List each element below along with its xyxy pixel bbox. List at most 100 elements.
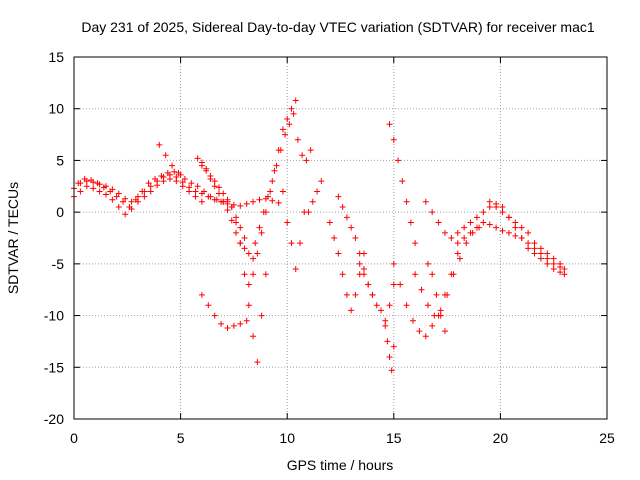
series-arc-12 [305,178,325,216]
data-point [386,353,393,360]
data-point [243,200,250,207]
data-point [480,209,487,216]
series-arc-6 [198,162,257,262]
series-arc-3 [75,168,184,210]
data-point [94,180,101,187]
data-point [96,188,103,195]
data-point [175,169,182,176]
data-point [397,281,404,288]
data-point [228,203,235,210]
data-point [158,172,165,179]
data-point [154,182,161,189]
data-point [241,271,248,278]
data-point [390,343,397,350]
data-point [198,291,205,298]
data-point [211,183,218,190]
data-point [365,281,372,288]
data-point [194,155,201,162]
data-point [275,199,282,206]
data-point [384,338,391,345]
data-point [156,141,163,148]
data-point [126,203,133,210]
y-axis-label: SDTVAR / TECUs [5,182,21,294]
data-point [171,168,178,175]
data-point [409,317,416,324]
x-tick-label: 10 [279,430,295,446]
y-tick-label: -5 [52,256,65,272]
data-point [215,184,222,191]
y-tick-labels: -20 -15 -10 -5 0 5 10 15 [44,49,64,427]
data-point [241,245,248,252]
y-tick-label: -15 [44,359,64,375]
data-point [139,188,146,195]
data-point [77,188,84,195]
data-point [282,131,289,138]
series-arc-22 [454,219,564,270]
data-point [102,191,109,198]
y-tick-label: 15 [48,49,64,65]
data-point [286,121,293,128]
x-axis-label: GPS time / hours [287,457,394,473]
data-point [277,147,284,154]
data-point [245,281,252,288]
chart-title: Day 231 of 2025, Sidereal Day-to-day VTE… [81,19,594,35]
x-tick-label: 5 [177,430,185,446]
data-point [250,198,257,205]
data-point [561,266,568,273]
data-point [254,359,261,366]
data-point [493,203,500,210]
data-point [173,178,180,185]
data-point [115,203,122,210]
data-point [254,250,261,257]
data-point [109,196,116,203]
data-point [211,312,218,319]
data-point [218,320,225,327]
data-point [305,209,312,216]
data-point [224,198,231,205]
data-point [237,202,244,209]
data-point [258,312,265,319]
data-point [141,193,148,200]
data-point [531,250,538,257]
data-point [382,317,389,324]
data-point [303,157,310,164]
data-point [192,188,199,195]
data-point [454,240,461,247]
series-arc-14 [335,193,376,298]
data-point [424,302,431,309]
y-tick-label: -20 [44,411,64,427]
data-point [166,176,173,183]
data-point [207,176,214,183]
series-arc-5 [194,155,248,241]
data-point [429,322,436,329]
data-point [537,255,544,262]
data-point [83,183,90,190]
series-arc-15 [356,260,397,324]
data-point [230,322,237,329]
data-point [260,209,267,216]
data-point [181,176,188,183]
y-tick-label: 5 [56,152,64,168]
data-point [147,183,154,190]
data-point [557,269,564,276]
data-point [441,229,448,236]
data-point [463,240,470,247]
data-point [388,367,395,374]
data-point [378,307,385,314]
data-point [164,169,171,176]
data-point [486,198,493,205]
series-arc-1 [71,171,282,209]
data-point [269,178,276,185]
data-point [424,260,431,267]
series-arc-9 [245,97,299,288]
data-point [544,260,551,267]
data-point [309,198,316,205]
x-tick-label: 20 [493,430,509,446]
data-point [531,245,538,252]
data-point [203,167,210,174]
data-point [314,188,321,195]
data-point [132,196,139,203]
data-point [250,333,257,340]
data-point [207,193,214,200]
